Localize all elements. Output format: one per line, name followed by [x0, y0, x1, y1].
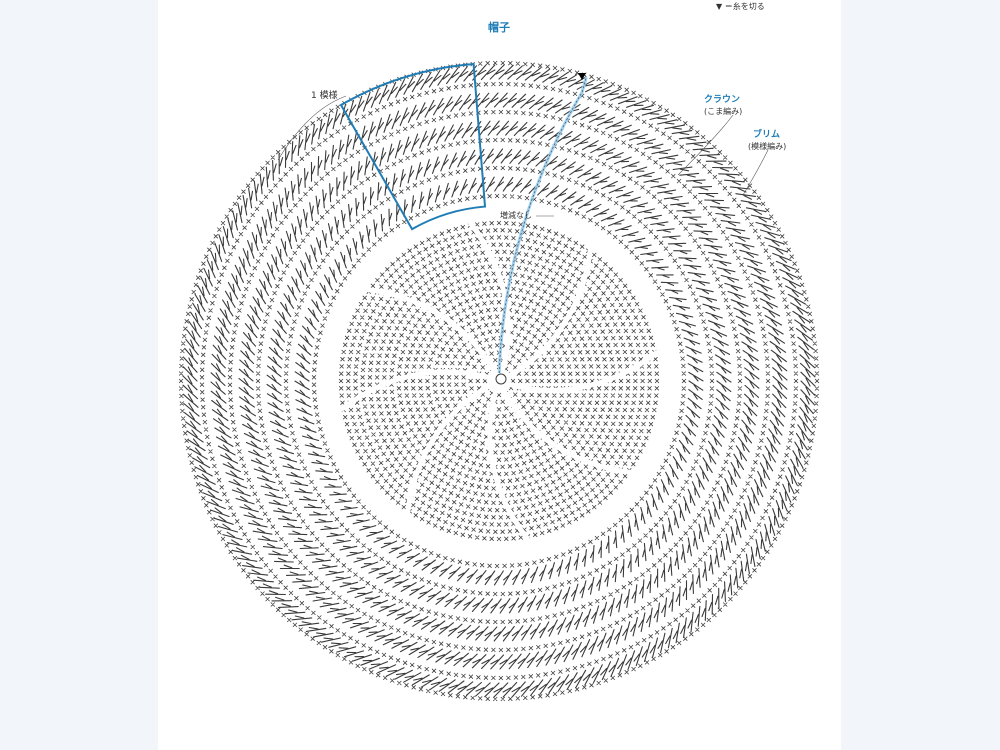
brim-leader-line	[742, 149, 769, 196]
wedge-line	[501, 387, 633, 475]
legend-text: ＝糸を切る	[724, 2, 765, 11]
no-change-label: 増減なし	[500, 211, 532, 220]
brim-long-stitch-round	[182, 64, 816, 698]
brim-sc-round	[283, 165, 715, 597]
cut-yarn-marker-icon	[578, 73, 586, 80]
join-line-highlight	[497, 76, 588, 374]
legend: ▼ ＝糸を切る	[716, 1, 765, 12]
diagram-overlays	[277, 62, 769, 385]
crown-leader-line	[677, 114, 734, 176]
magic-ring-icon	[495, 373, 507, 385]
pattern-repeat-label: 1 模様	[311, 91, 338, 101]
brim-long-stitch-round	[266, 148, 732, 614]
wedge-line	[506, 350, 659, 393]
repeat-leader-line	[277, 95, 347, 161]
brim-sub-label: (模様編み)	[748, 142, 787, 151]
crown-crochet-chart	[338, 220, 660, 542]
crochet-diagram	[178, 60, 820, 702]
wedge-line	[505, 247, 593, 379]
brim-edge-round	[178, 60, 820, 702]
wedge-line	[487, 388, 530, 541]
page-title: 帽子	[488, 21, 510, 34]
brim-crochet-chart	[178, 60, 820, 702]
brim-long-stitch-round	[238, 120, 760, 642]
brim-sc-round	[311, 193, 687, 569]
brim-long-stitch-round	[294, 176, 704, 586]
wedge-line	[365, 287, 497, 375]
crown-label: クラウン	[704, 95, 741, 105]
wedge-line	[405, 383, 493, 515]
brim-sc-round	[199, 81, 799, 681]
brim-label: ブリム	[753, 130, 781, 140]
pattern-repeat-outline	[339, 62, 487, 231]
brim-sc-round	[255, 137, 743, 625]
wedge-line	[468, 221, 511, 374]
chart-sheet: 帽子 ▼ ＝糸を切る 1 模様 クラウン (こま編み) ブリム (模様編み) 増…	[158, 0, 841, 750]
crown-sub-label: (こま編み)	[704, 107, 743, 116]
brim-long-stitch-round	[210, 92, 788, 670]
cut-yarn-icon: ▼	[716, 2, 723, 11]
wedge-line	[339, 369, 492, 412]
